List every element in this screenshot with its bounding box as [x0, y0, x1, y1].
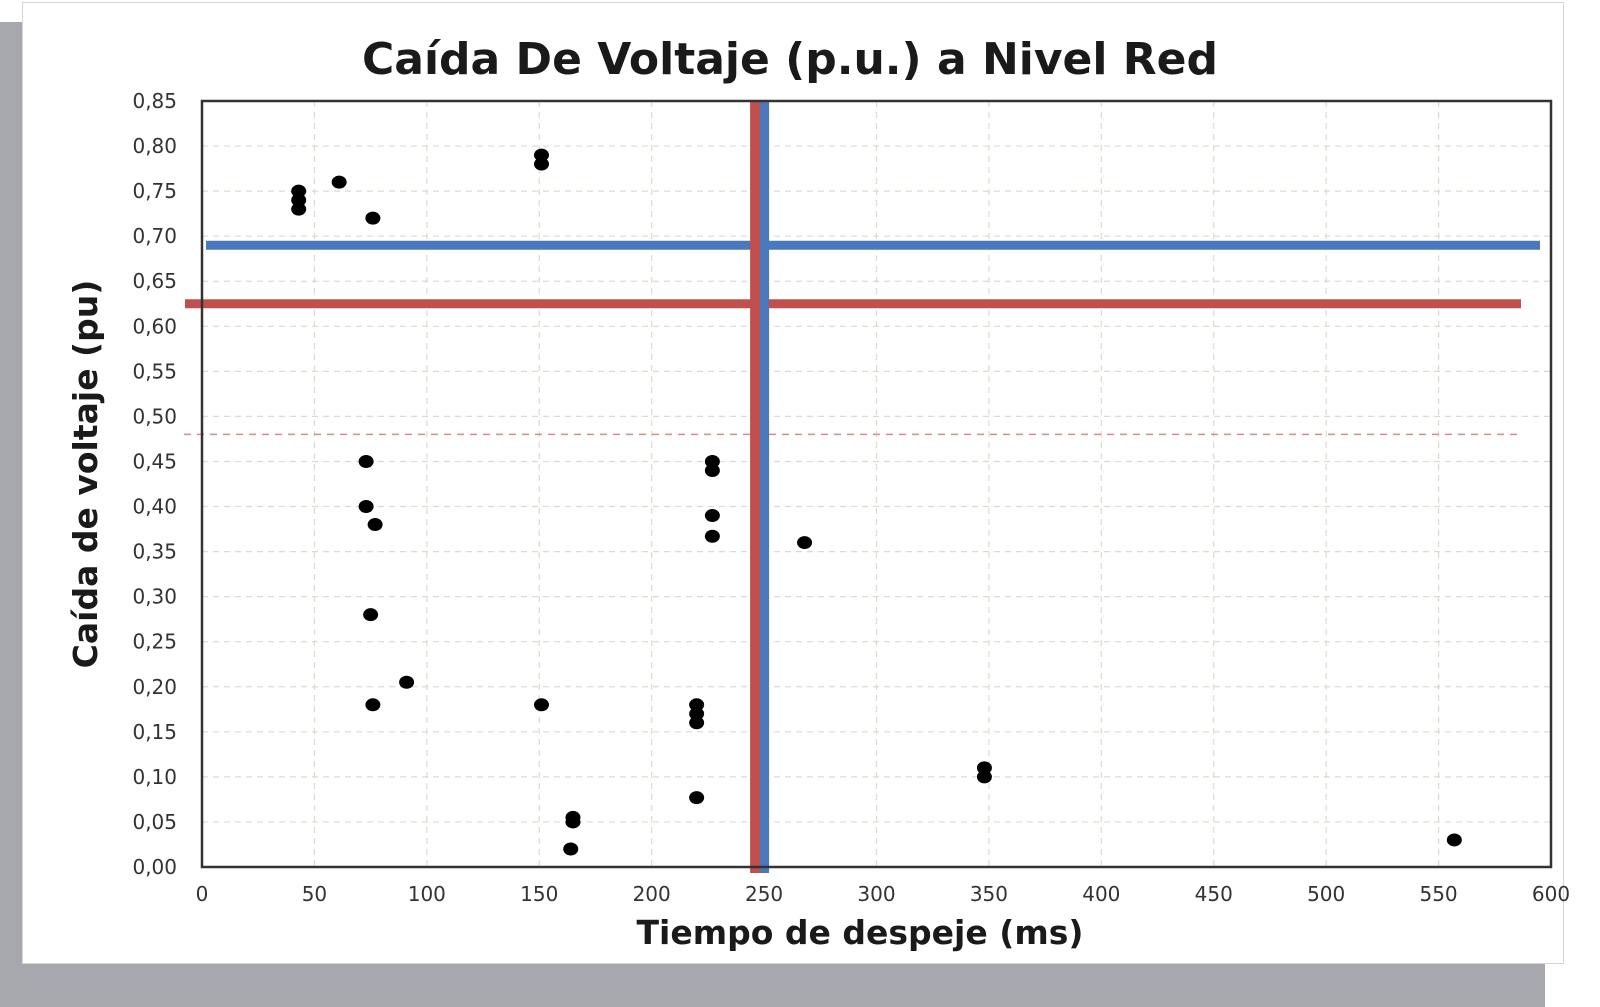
data-point: [563, 842, 579, 856]
data-point: [704, 509, 720, 523]
reference-lines-back: [184, 240, 1540, 436]
y-tick-label: 0,70: [132, 224, 177, 248]
data-point: [976, 770, 992, 784]
y-tick-label: 0,65: [132, 269, 177, 293]
y-tick-label: 0,10: [132, 765, 177, 789]
data-point: [533, 157, 549, 171]
data-point: [399, 675, 415, 689]
x-tick-label: 500: [1307, 882, 1345, 906]
x-tick-label: 150: [520, 882, 558, 906]
y-tick-label: 0,50: [132, 404, 177, 428]
y-tick-label: 0,85: [132, 89, 177, 113]
y-axis-label: Caída de voltaje (pu): [66, 280, 105, 669]
x-tick-label: 100: [408, 882, 446, 906]
x-tick-label: 0: [196, 882, 209, 906]
plot-area-frame: [200, 99, 1553, 869]
data-point: [565, 815, 581, 829]
y-tick-label: 0,15: [132, 720, 177, 744]
y-tick-label: 0,00: [132, 855, 177, 879]
data-point: [533, 148, 549, 162]
data-point: [365, 698, 381, 712]
x-tick-label: 450: [1195, 882, 1233, 906]
y-tick-label: 0,55: [132, 359, 177, 383]
y-tick-label: 0,60: [132, 314, 177, 338]
data-point: [797, 536, 813, 550]
y-tick-label: 0,75: [132, 179, 177, 203]
data-point: [704, 454, 720, 468]
x-tick-label: 300: [857, 882, 895, 906]
y-tick-label: 0,05: [132, 810, 177, 834]
chart-title: Caída De Voltaje (p.u.) a Nivel Red: [362, 34, 1218, 85]
y-tick-labels: 0,00 0,05 0,10 0,15 0,20 0,25 0,30 0,35 0,40 0,45…: [132, 89, 177, 879]
data-points: [291, 148, 1462, 856]
x-tick-label: 250: [745, 882, 783, 906]
data-point: [689, 707, 705, 721]
x-tick-label: 50: [302, 882, 327, 906]
data-point: [363, 608, 379, 622]
y-tick-label: 0,20: [132, 675, 177, 699]
y-tick-label: 0,25: [132, 630, 177, 654]
data-point: [704, 463, 720, 477]
data-point: [689, 698, 705, 712]
data-point: [365, 211, 381, 225]
x-tick-label: 200: [633, 882, 671, 906]
data-point: [533, 698, 549, 712]
x-axis-label: Tiempo de despeje (ms): [637, 913, 1084, 952]
data-point: [976, 761, 992, 775]
x-tick-label: 600: [1532, 882, 1570, 906]
x-tick-labels: 0 50 100 150 200 250 300 350 400 450 500 550 600: [196, 882, 1570, 906]
data-point: [1446, 833, 1462, 847]
data-point: [331, 175, 347, 189]
x-tick-label: 350: [970, 882, 1008, 906]
y-tick-label: 0,30: [132, 585, 177, 609]
y-tick-label: 0,40: [132, 495, 177, 519]
data-point: [291, 193, 307, 207]
reference-lines-front: [750, 100, 770, 873]
data-point: [291, 184, 307, 198]
grid-lines: [201, 100, 1552, 868]
data-point: [689, 716, 705, 730]
data-point: [367, 518, 383, 532]
data-point: [689, 791, 705, 805]
x-tick-label: 400: [1082, 882, 1120, 906]
y-tick-label: 0,80: [132, 134, 177, 158]
data-point: [291, 202, 307, 216]
data-point: [358, 500, 374, 514]
data-point: [704, 529, 720, 543]
chart-card: [22, 2, 1564, 964]
data-point: [358, 454, 374, 468]
y-tick-label: 0,35: [132, 540, 177, 564]
y-tick-label: 0,45: [132, 449, 177, 473]
x-tick-label: 550: [1419, 882, 1457, 906]
